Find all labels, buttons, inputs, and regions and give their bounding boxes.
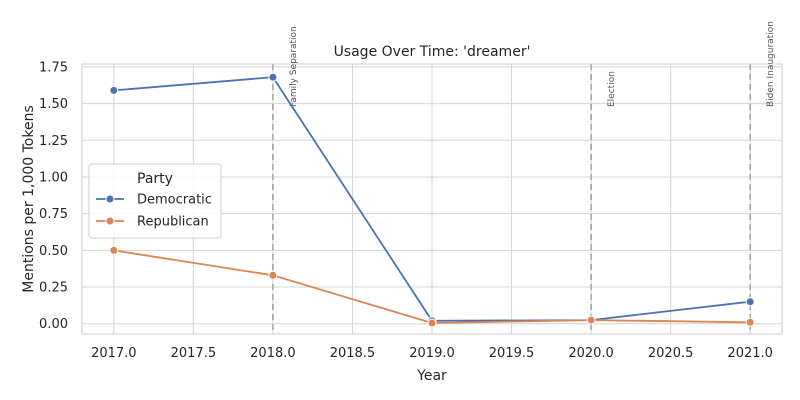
- data-point: [109, 85, 119, 95]
- x-tick-label: 2020.0: [568, 346, 614, 361]
- y-tick-label: 1.75: [39, 60, 68, 75]
- data-point: [268, 270, 278, 280]
- legend-title: Party: [137, 171, 173, 187]
- y-tick-label: 1.50: [39, 97, 68, 112]
- y-tick-label: 0.00: [39, 317, 68, 332]
- data-point: [427, 318, 437, 328]
- data-point: [268, 72, 278, 82]
- legend-marker: [105, 194, 115, 204]
- legend: Party Democratic Republican: [88, 163, 222, 239]
- legend-box: [88, 163, 222, 239]
- x-tick-label: 2021.0: [727, 346, 773, 361]
- legend-entry: Republican: [96, 215, 209, 230]
- event-label: Election: [607, 71, 617, 107]
- y-tick-label: 0.25: [39, 281, 68, 296]
- x-tick-labels: 2017.0 2017.5 2018.0 2018.5 2019.0 2019.5 2020…: [91, 346, 773, 361]
- data-point: [586, 315, 596, 325]
- x-tick-label: 2017.5: [171, 346, 217, 361]
- x-tick-label: 2017.0: [91, 346, 137, 361]
- x-axis-title: Year: [416, 368, 447, 384]
- data-point: [109, 245, 119, 255]
- y-tick-label: 1.00: [39, 170, 68, 185]
- event-label: Family Separation: [289, 26, 299, 107]
- legend-marker: [105, 216, 115, 226]
- y-axis-title: Mentions per 1,000 Tokens: [21, 105, 37, 293]
- y-tick-labels: 0.00 0.25 0.50 0.75 1.00 1.25 1.50 1.75: [39, 60, 68, 332]
- x-tick-label: 2018.0: [250, 346, 296, 361]
- legend-entries: Democratic Republican: [96, 193, 212, 230]
- plot-frame: [81, 63, 783, 335]
- legend-entry: Democratic: [96, 193, 212, 208]
- legend-label: Republican: [137, 215, 209, 230]
- y-tick-label: 0.75: [39, 207, 68, 222]
- x-tick-label: 2020.5: [648, 346, 694, 361]
- x-tick-label: 2018.5: [330, 346, 376, 361]
- legend-label: Democratic: [137, 193, 212, 208]
- x-tick-label: 2019.0: [409, 346, 455, 361]
- y-tick-label: 1.25: [39, 134, 68, 149]
- y-tick-label: 0.50: [39, 244, 68, 259]
- data-point: [745, 297, 755, 307]
- chart-title: Usage Over Time: 'dreamer': [334, 44, 531, 60]
- series-lines: [109, 72, 755, 328]
- x-tick-label: 2019.5: [489, 346, 535, 361]
- data-point: [745, 317, 755, 327]
